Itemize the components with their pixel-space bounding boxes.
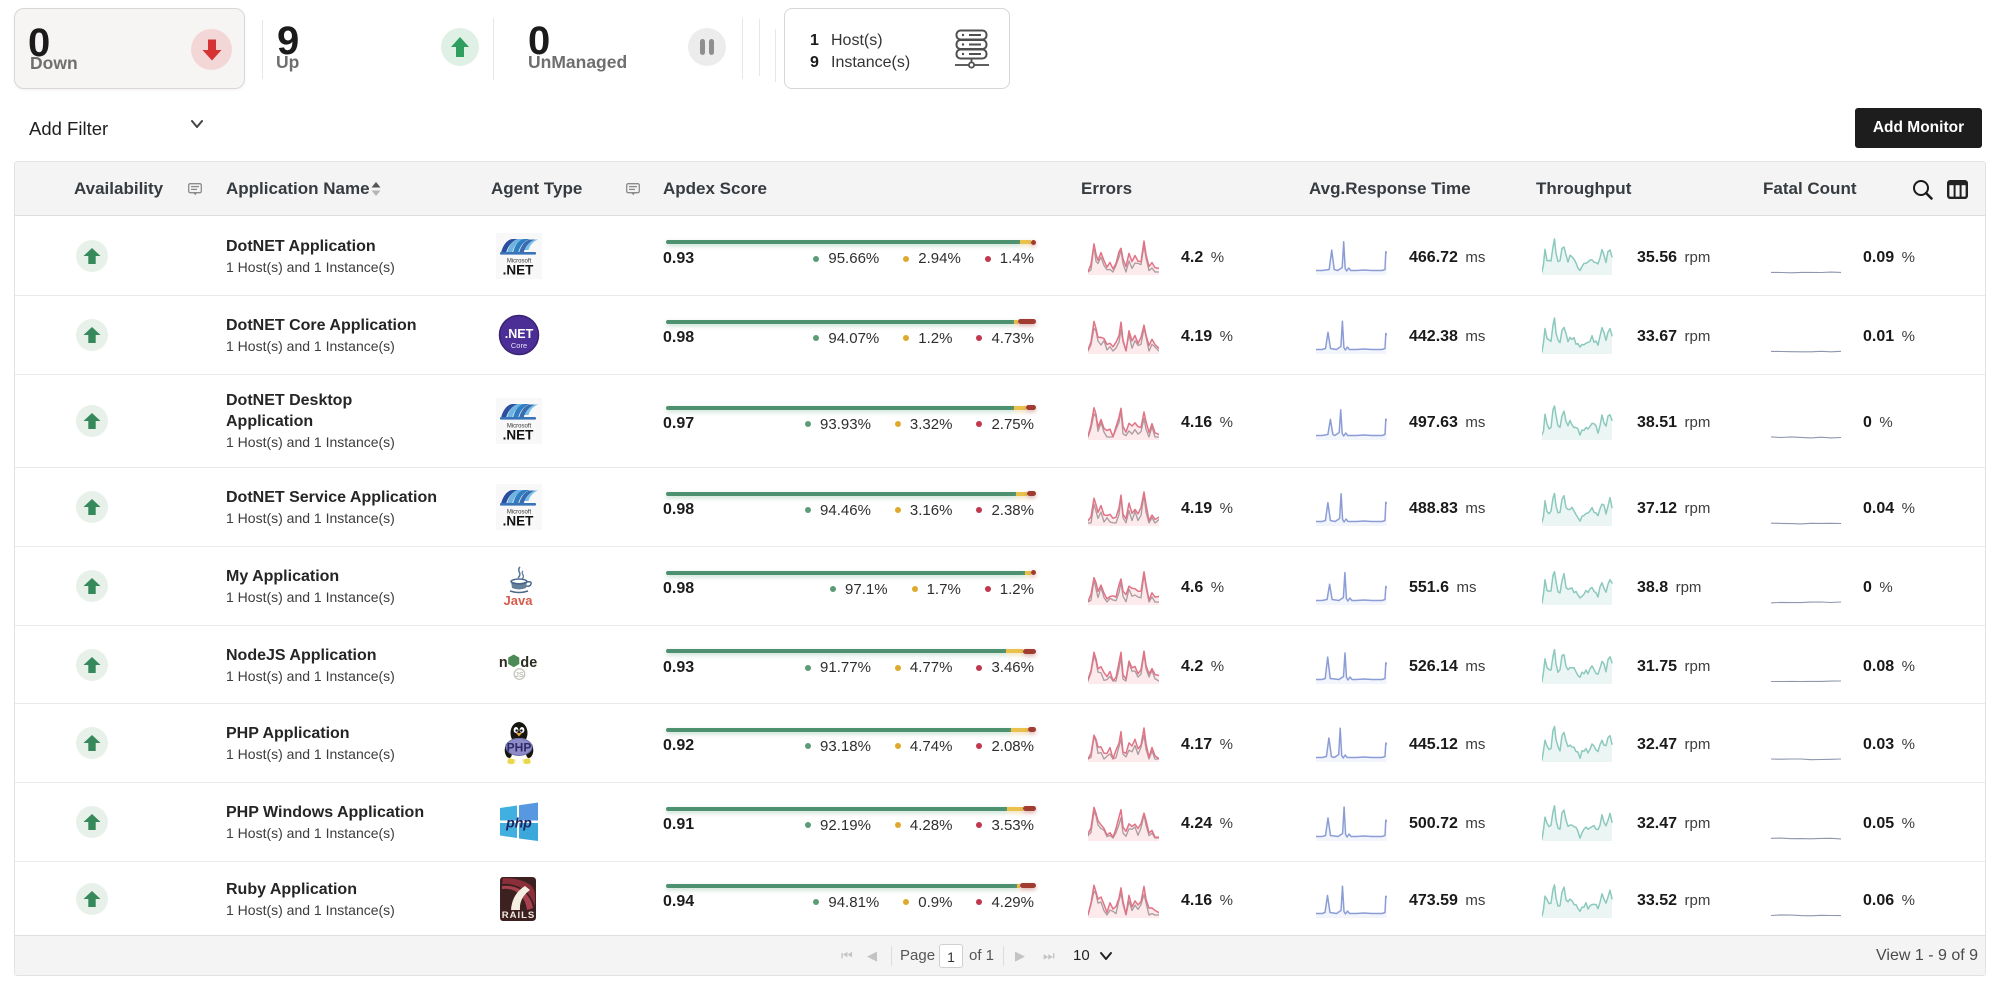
svg-text:Java: Java — [504, 593, 534, 608]
svg-text:.NET: .NET — [505, 327, 534, 341]
svg-text:JS: JS — [515, 670, 524, 678]
svg-text:Core: Core — [511, 341, 527, 350]
svg-text:de: de — [520, 654, 537, 670]
svg-text:PHP: PHP — [507, 741, 532, 755]
svg-text:.NET: .NET — [503, 428, 535, 443]
svg-text:RAILS: RAILS — [502, 910, 536, 921]
svg-text:Microsoft: Microsoft — [507, 424, 532, 430]
svg-text:Microsoft: Microsoft — [507, 510, 532, 516]
svg-text:Microsoft: Microsoft — [507, 258, 532, 264]
svg-text:.NET: .NET — [503, 262, 535, 277]
svg-text:php: php — [505, 815, 532, 831]
svg-text:.NET: .NET — [503, 514, 535, 529]
svg-text:n: n — [499, 654, 508, 670]
